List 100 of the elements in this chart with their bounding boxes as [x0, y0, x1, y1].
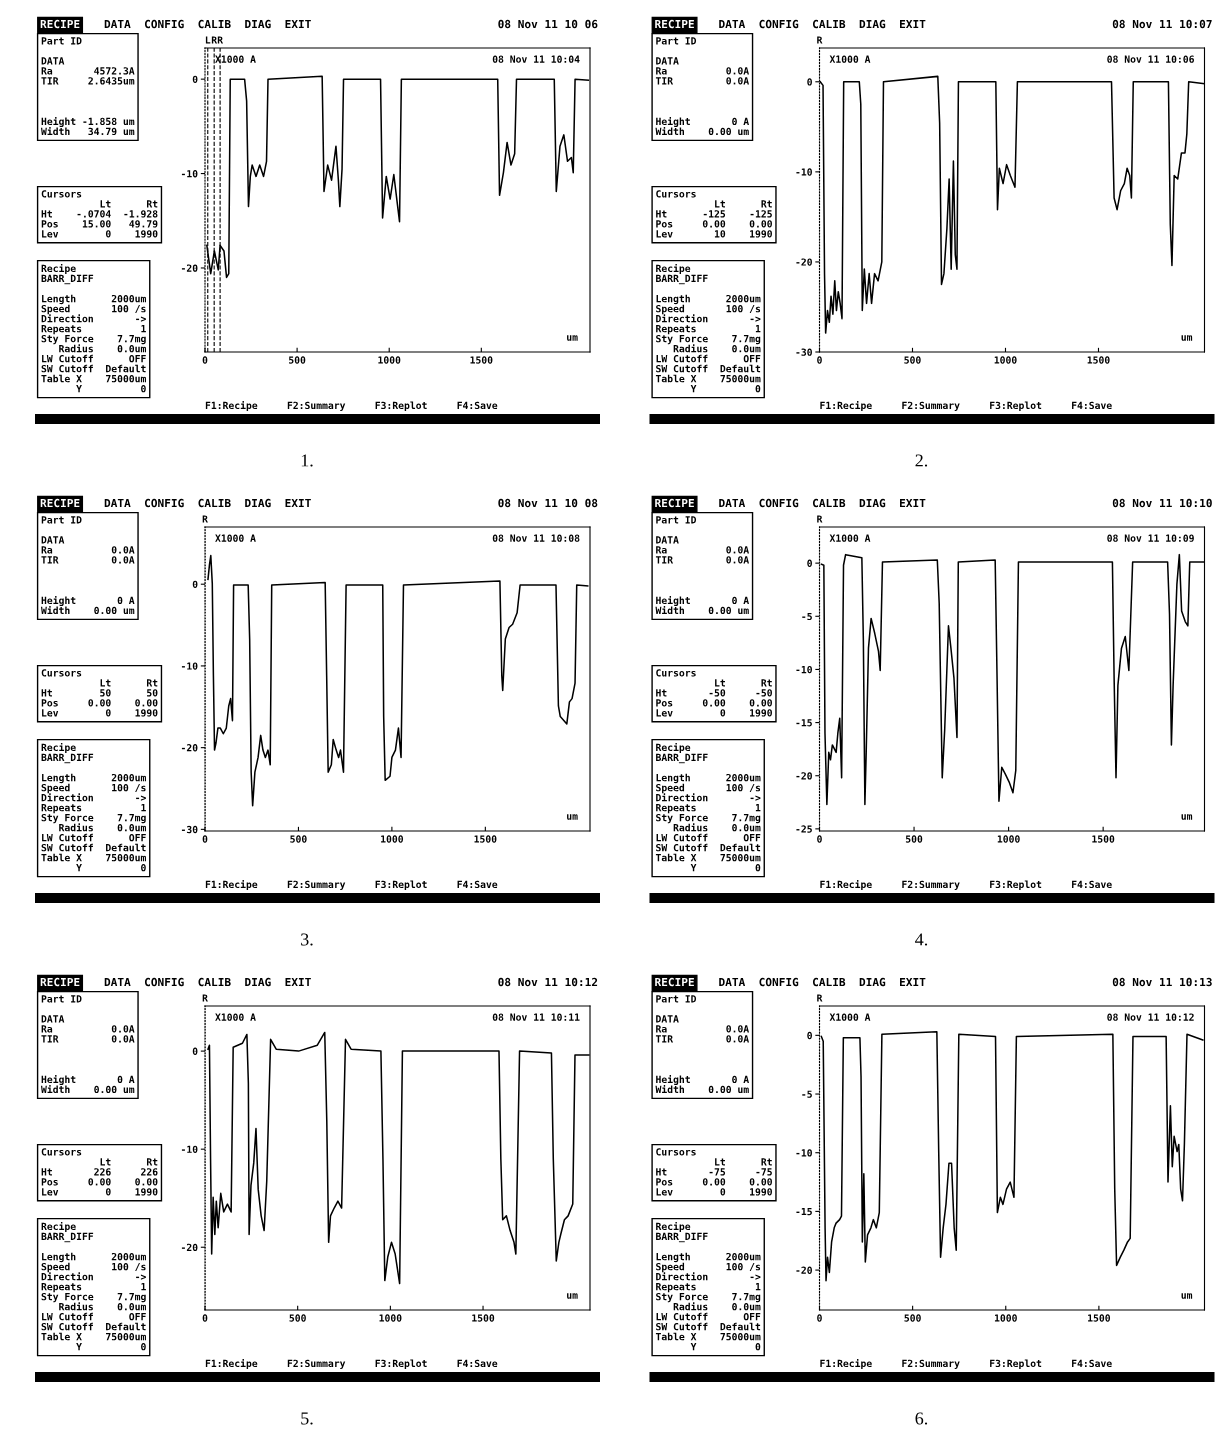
text: DATA CONFIG CALIB DIAG EXIT	[719, 498, 926, 508]
text: Recipe BARR_DIFF Length 2000um Speed 100 /s Direction -> Repeats 1 Sty Force 7.7mg Radius 0.0um LW Cutoff OFF SW Cutoff Default Table X 75000um Y 0	[655, 264, 761, 393]
annotation: um	[567, 814, 578, 820]
annotation: X1000 A	[829, 55, 871, 63]
x-tick-label: 0	[202, 835, 208, 843]
x-tick-label: 0	[202, 356, 208, 364]
x-tick-label: 1500	[1087, 356, 1110, 364]
text: F1:Recipe F2:Summary F3:Replot F4:Save	[820, 880, 1112, 890]
text: 1.	[301, 454, 313, 467]
x-tick-label: 0	[202, 1314, 208, 1322]
text: RECIPE	[40, 498, 80, 508]
x-tick-label: 0	[817, 835, 822, 843]
x-tick-label: 500	[289, 356, 306, 364]
text: 08 Nov 11 10 06	[498, 19, 598, 29]
annotation: X1000 A	[215, 55, 256, 63]
annotation: um	[1181, 1293, 1193, 1299]
annotation: X1000 A	[215, 1013, 256, 1021]
text: Recipe BARR_DIFF Length 2000um Speed 100 /s Direction -> Repeats 1 Sty Force 7.7mg Radius 0.0um LW Cutoff OFF SW Cutoff Default Table X 75000um Y 0	[655, 743, 761, 872]
y-tick-label: -25	[796, 825, 812, 833]
annotation: X1000 A	[215, 534, 256, 542]
ref-line-label: R	[211, 36, 218, 44]
ref-line-label: R	[202, 515, 208, 523]
y-tick-label: -10	[181, 170, 198, 178]
x-tick-label: 1000	[994, 356, 1017, 364]
annotation: 08 Nov 11 10:11	[492, 1013, 580, 1021]
ref-line-label: L	[205, 36, 211, 44]
text: Part ID DATA Ra 0.0A TIR 0.0A Height 0 A Width 0.00 um	[655, 995, 749, 1094]
y-tick-label: 0	[807, 78, 812, 86]
annotation: 08 Nov 11 10:09	[1107, 534, 1194, 542]
text: 4.	[915, 933, 928, 946]
annotation: 08 Nov 11 10:12	[1107, 1013, 1194, 1021]
y-tick-label: 0	[192, 75, 198, 83]
y-tick-label: 0	[192, 580, 198, 589]
x-tick-label: 1500	[474, 835, 497, 843]
annotation: 08 Nov 11 10:08	[492, 534, 580, 542]
y-tick-label: -30	[796, 348, 812, 356]
text: RECIPE	[655, 977, 694, 987]
text: DATA CONFIG CALIB DIAG EXIT	[104, 498, 311, 508]
y-tick-label: 0	[192, 1047, 198, 1055]
ref-line-label: R	[217, 36, 224, 44]
text: 08 Nov 11 10 08	[498, 498, 598, 508]
text: F1:Recipe F2:Summary F3:Replot F4:Save	[820, 401, 1112, 411]
ref-line-label: R	[202, 994, 208, 1002]
x-tick-label: 0	[817, 1314, 822, 1322]
ref-line-label: R	[817, 994, 823, 1002]
y-tick-label: -20	[181, 1243, 198, 1252]
ref-line-label: R	[817, 515, 823, 523]
x-tick-label: 1000	[997, 835, 1020, 843]
text: Part ID DATA Ra 0.0A TIR 0.0A Height 0 A Width 0.00 um	[655, 516, 749, 615]
x-tick-label: 500	[904, 1314, 921, 1322]
x-tick-label: 1000	[381, 835, 404, 843]
text: Part ID DATA Ra 0.0A TIR 0.0A Height 0 A Width 0.00 um	[41, 516, 135, 615]
text: DATA CONFIG CALIB DIAG EXIT	[104, 977, 311, 987]
text: 6.	[915, 1412, 928, 1425]
text: Part ID DATA Ra 0.0A TIR 0.0A Height 0 A Width 0.00 um	[655, 37, 749, 136]
x-tick-label: 0	[817, 356, 822, 364]
y-tick-label: 0	[807, 1031, 812, 1040]
y-tick-label: -15	[796, 719, 812, 727]
x-tick-label: 1500	[470, 356, 493, 364]
x-tick-label: 1000	[378, 356, 401, 364]
y-tick-label: -15	[796, 1208, 812, 1216]
y-tick-label: -10	[181, 662, 198, 670]
x-tick-label: 1500	[472, 1314, 495, 1322]
ref-line-label: R	[817, 36, 823, 44]
x-tick-label: 1000	[379, 1314, 402, 1322]
text: RECIPE	[40, 977, 80, 987]
text: Recipe BARR_DIFF Length 2000um Speed 100 /s Direction -> Repeats 1 Sty Force 7.7mg Radius 0.0um LW Cutoff OFF SW Cutoff Default Table X 75000um Y 0	[41, 743, 146, 872]
y-tick-label: -10	[796, 665, 812, 674]
annotation: 08 Nov 11 10:04	[492, 55, 580, 63]
annotation: um	[567, 335, 578, 341]
annotation: um	[1181, 335, 1193, 341]
text: RECIPE	[655, 19, 694, 29]
text: 3.	[301, 933, 313, 946]
x-tick-label: 1000	[994, 1314, 1017, 1322]
y-tick-label: -10	[796, 1149, 812, 1157]
text: Cursors Lt Rt Ht -125 -125 Pos 0.00 0.00 Lev 10 1990	[656, 190, 772, 238]
y-tick-label: -20	[796, 772, 812, 780]
x-tick-label: 1500	[1092, 835, 1115, 843]
x-tick-label: 500	[290, 835, 307, 843]
y-tick-label: -20	[181, 264, 198, 272]
y-tick-label: -5	[802, 1090, 812, 1098]
text: Recipe BARR_DIFF Length 2000um Speed 100 /s Direction -> Repeats 1 Sty Force 7.7mg Radius 0.0um LW Cutoff OFF SW Cutoff Default Table X 75000um Y 0	[41, 264, 146, 393]
x-tick-label: 500	[904, 356, 921, 364]
text: Cursors Lt Rt Ht 226 226 Pos 0.00 0.00 Lev 0 1990	[41, 1148, 158, 1196]
text: Part ID DATA Ra 0.0A TIR 0.0A Height 0 A Width 0.00 um	[41, 995, 135, 1094]
annotation: um	[1181, 814, 1193, 820]
text: RECIPE	[655, 498, 694, 508]
text: DATA CONFIG CALIB DIAG EXIT	[719, 19, 926, 29]
y-tick-label: -20	[796, 258, 812, 266]
annotation: X1000 A	[829, 534, 871, 542]
text: Recipe BARR_DIFF Length 2000um Speed 100 /s Direction -> Repeats 1 Sty Force 7.7mg Radius 0.0um LW Cutoff OFF SW Cutoff Default Table X 75000um Y 0	[655, 1222, 761, 1351]
x-tick-label: 1500	[1088, 1314, 1111, 1322]
y-tick-label: -10	[181, 1145, 198, 1154]
text: F1:Recipe F2:Summary F3:Replot F4:Save	[205, 880, 498, 890]
annotation: um	[567, 1293, 578, 1299]
x-tick-label: 500	[905, 835, 923, 843]
y-tick-label: -5	[802, 612, 812, 621]
text: 5.	[301, 1412, 313, 1425]
annotation: X1000 A	[829, 1013, 871, 1021]
annotation: 08 Nov 11 10:06	[1107, 55, 1194, 63]
